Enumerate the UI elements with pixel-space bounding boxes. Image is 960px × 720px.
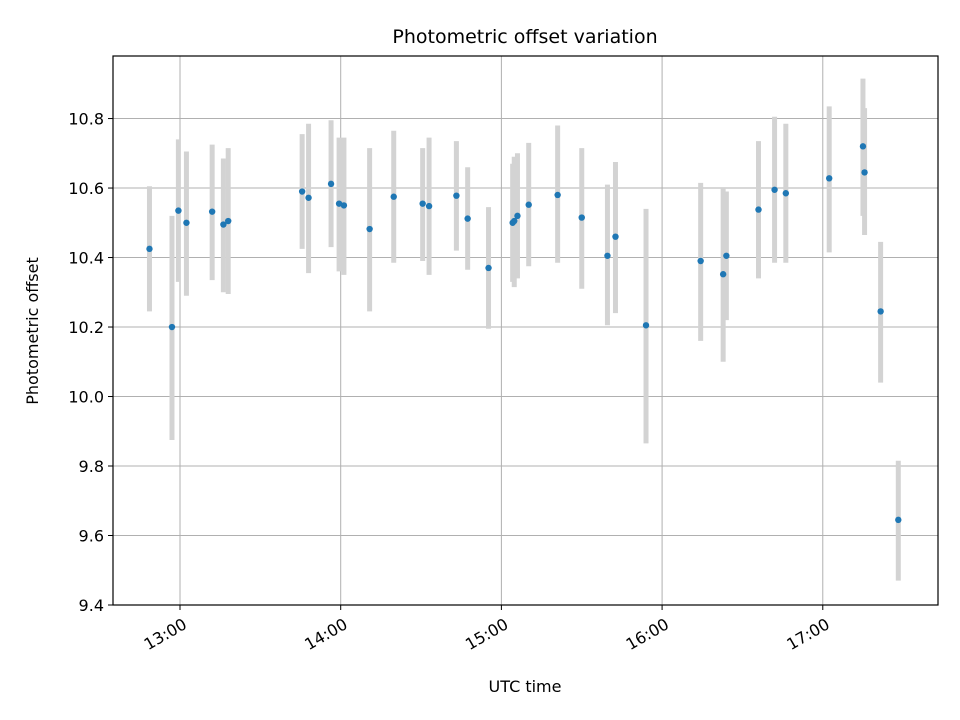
data-point [183, 219, 190, 226]
y-axis-label: Photometric offset [23, 257, 42, 405]
data-point [525, 201, 532, 208]
y-tick-label: 10.8 [68, 110, 104, 129]
data-point [335, 200, 343, 207]
data-point [220, 221, 227, 228]
data-point [168, 323, 176, 331]
data-point [453, 192, 460, 199]
data-point [327, 180, 335, 188]
data-point [366, 225, 373, 233]
data-point [612, 233, 619, 240]
plot-frame [112, 55, 939, 606]
data-point [514, 212, 521, 220]
data-point [578, 214, 585, 221]
data-point [697, 257, 704, 265]
y-tick-label: 9.8 [79, 457, 104, 476]
data-point [771, 186, 778, 193]
data-point [464, 215, 471, 222]
data-point [146, 245, 153, 253]
data-point [642, 322, 650, 329]
data-point [419, 200, 426, 207]
y-tick-label: 9.6 [79, 527, 104, 546]
data-point [723, 252, 730, 259]
data-point [390, 193, 397, 200]
data-point [298, 188, 306, 195]
y-tick-label: 10.0 [68, 388, 104, 407]
data-point [861, 169, 868, 176]
y-tick-label: 10.2 [68, 318, 104, 337]
data-point [782, 190, 790, 197]
data-point [425, 202, 433, 210]
data-point [208, 208, 216, 215]
data-point [305, 194, 312, 201]
data-point [340, 202, 348, 209]
data-point [554, 191, 561, 199]
y-tick-label: 10.6 [68, 179, 104, 198]
x-axis-label: UTC time [489, 677, 562, 696]
data-point [895, 516, 902, 524]
data-point [511, 217, 518, 225]
data-point [719, 271, 727, 278]
data-point [485, 264, 492, 272]
data-point [826, 175, 833, 182]
chart-title: Photometric offset variation [392, 26, 657, 48]
data-point [859, 143, 867, 150]
data-point [877, 308, 884, 315]
data-point [604, 252, 611, 259]
y-tick-label: 9.4 [79, 596, 104, 615]
data-point [755, 206, 762, 213]
y-axis: 9.4 9.6 9.8 10.0 10.2 10.4 10.6 10.8 [68, 110, 113, 615]
data-points [146, 143, 902, 524]
data-point [175, 207, 182, 214]
y-tick-label: 10.4 [68, 249, 104, 268]
data-point [225, 217, 232, 225]
